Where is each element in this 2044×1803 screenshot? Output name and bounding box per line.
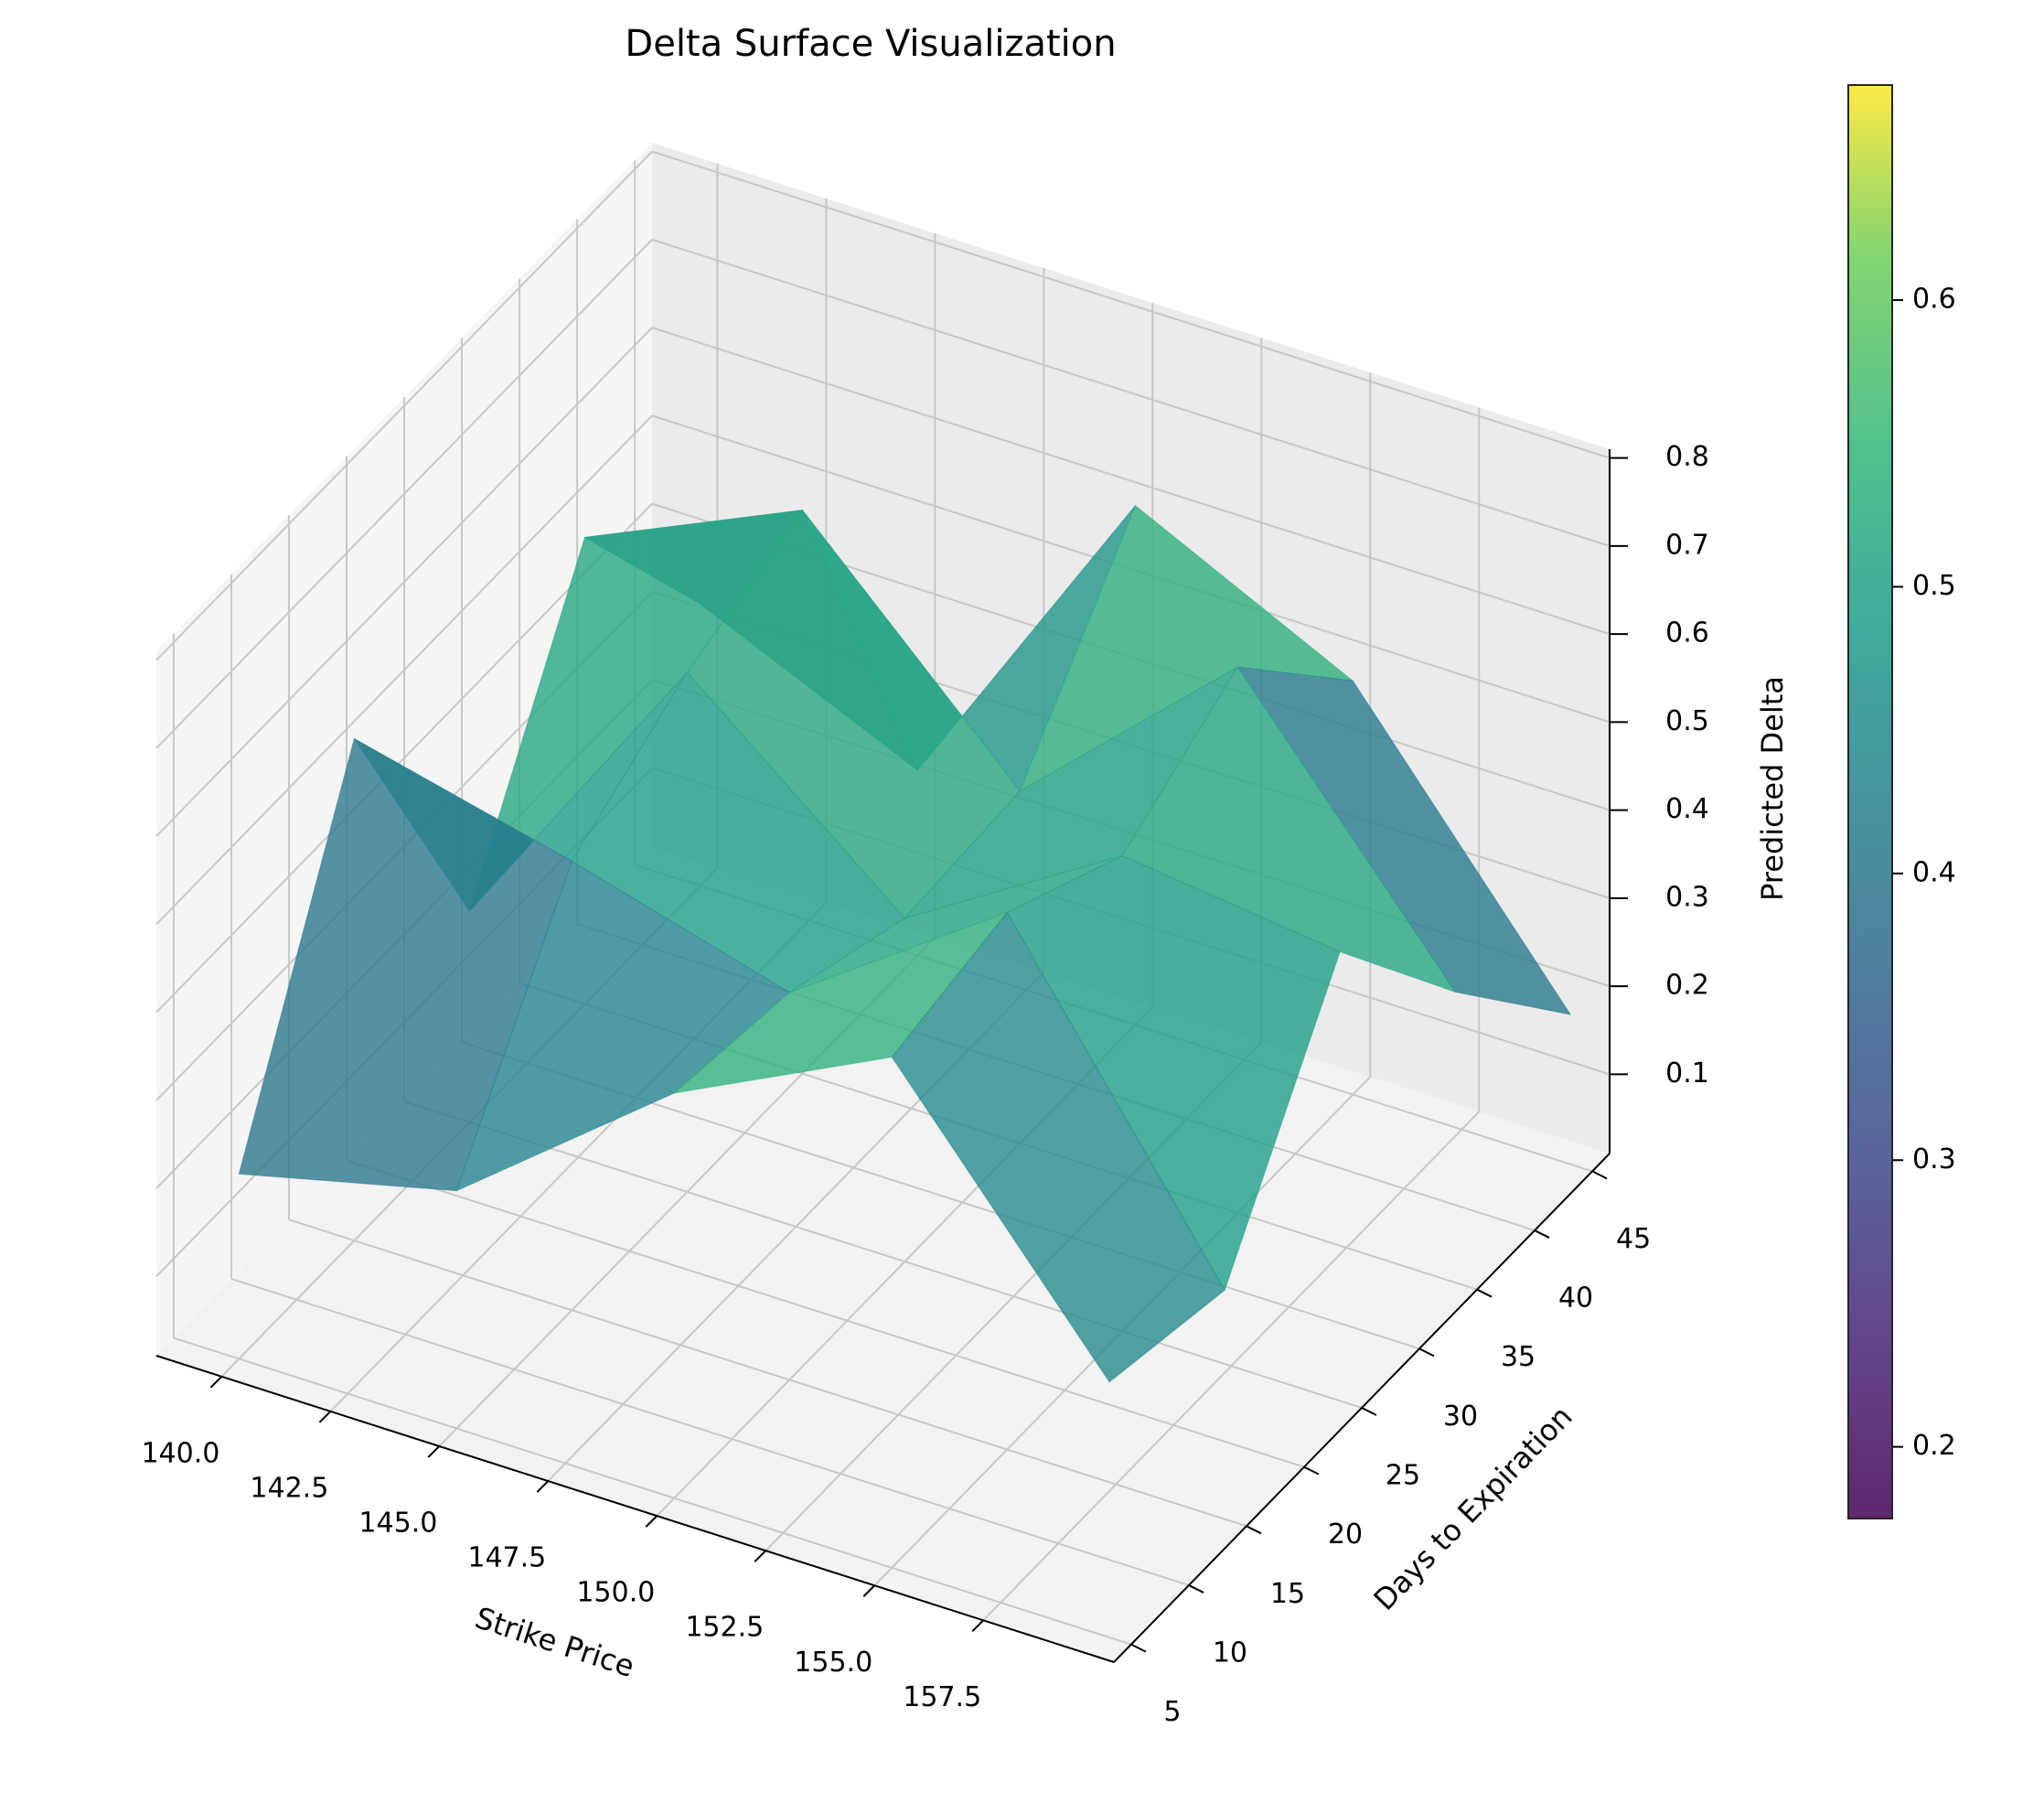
chart-title: Delta Surface Visualization bbox=[625, 23, 1116, 65]
x-axis bbox=[155, 1355, 1115, 1663]
x-tick-label: 140.0 bbox=[141, 1437, 219, 1469]
y-tick-label: 10 bbox=[1213, 1637, 1247, 1669]
grid-line bbox=[288, 1218, 1247, 1528]
y-tick bbox=[1303, 1465, 1320, 1476]
x-tick bbox=[971, 1619, 984, 1633]
z-tick-label: 0.7 bbox=[1665, 529, 1709, 561]
x-tick-label: 152.5 bbox=[685, 1612, 764, 1644]
y-tick bbox=[1418, 1347, 1435, 1358]
x-tick bbox=[645, 1515, 658, 1528]
y-tick-label: 5 bbox=[1163, 1696, 1181, 1728]
x-tick-label: 147.5 bbox=[467, 1542, 546, 1574]
z-tick-label: 0.1 bbox=[1665, 1057, 1709, 1089]
y-tick bbox=[1476, 1288, 1493, 1298]
y-tick bbox=[1534, 1229, 1550, 1239]
z-tick-label: 0.5 bbox=[1665, 705, 1709, 737]
x-tick-label: 145.0 bbox=[359, 1507, 437, 1539]
x-tick bbox=[862, 1584, 875, 1597]
x-tick bbox=[427, 1445, 441, 1458]
colorbar-tick-label: 0.6 bbox=[1912, 284, 1956, 316]
grid-line bbox=[155, 414, 653, 926]
colorbar-tick-label: 0.3 bbox=[1912, 1143, 1956, 1175]
y-axis bbox=[1113, 1153, 1611, 1663]
grid-line bbox=[155, 239, 653, 749]
grid-line bbox=[651, 327, 1611, 636]
y-tick-label: 25 bbox=[1386, 1460, 1420, 1492]
grid-line bbox=[173, 1336, 1132, 1646]
z-tick-label: 0.4 bbox=[1665, 793, 1709, 825]
x-tick-label: 142.5 bbox=[250, 1472, 328, 1504]
grid-line bbox=[230, 1278, 1190, 1586]
y-tick bbox=[1188, 1584, 1204, 1594]
colorbar-tick-label: 0.4 bbox=[1912, 856, 1956, 888]
y-tick bbox=[1361, 1407, 1377, 1416]
x-tick-label: 155.0 bbox=[794, 1647, 872, 1679]
z-tick-label: 0.8 bbox=[1665, 441, 1709, 473]
x-tick-label: 150.0 bbox=[576, 1577, 655, 1609]
grid-line bbox=[155, 150, 653, 661]
grid-line bbox=[403, 1100, 1363, 1409]
y-tick-label: 30 bbox=[1443, 1401, 1478, 1433]
y-tick bbox=[1130, 1643, 1147, 1653]
y-tick-label: 40 bbox=[1558, 1282, 1593, 1315]
colorbar bbox=[1847, 84, 1893, 1519]
y-tick bbox=[1246, 1525, 1262, 1535]
y-tick-label: 45 bbox=[1616, 1223, 1651, 1255]
grid-line bbox=[346, 1159, 1305, 1468]
x-axis-label: Strike Price bbox=[471, 1600, 638, 1684]
y-tick-label: 20 bbox=[1328, 1519, 1363, 1551]
surface-face bbox=[891, 911, 1225, 1383]
colorbar-tick-label: 0.5 bbox=[1912, 570, 1956, 602]
y-tick-label: 15 bbox=[1270, 1578, 1305, 1610]
y-tick bbox=[1591, 1170, 1608, 1180]
x-tick bbox=[209, 1376, 223, 1389]
z-axis-label: Predicted Delta bbox=[1755, 676, 1790, 901]
y-tick-label: 35 bbox=[1501, 1341, 1536, 1373]
x-tick-label: 157.5 bbox=[903, 1681, 981, 1713]
plot-3d: 140.0 142.5 145.0 147.5 150.0 152.5 155.0 157.5… bbox=[141, 143, 1709, 1728]
z-tick-label: 0.6 bbox=[1665, 617, 1709, 649]
colorbar-ticks: 0.2 0.3 0.4 0.5 0.6 bbox=[1892, 284, 1956, 1462]
grid-line bbox=[651, 150, 1611, 459]
x-tick bbox=[754, 1550, 766, 1562]
x-tick bbox=[536, 1480, 550, 1493]
z-tick-label: 0.3 bbox=[1665, 881, 1709, 913]
x-tick bbox=[318, 1411, 332, 1423]
z-tick-label: 0.2 bbox=[1665, 970, 1709, 1002]
colorbar-tick-label: 0.2 bbox=[1912, 1430, 1956, 1462]
grid-line bbox=[155, 327, 653, 837]
grid-line bbox=[651, 238, 1611, 547]
